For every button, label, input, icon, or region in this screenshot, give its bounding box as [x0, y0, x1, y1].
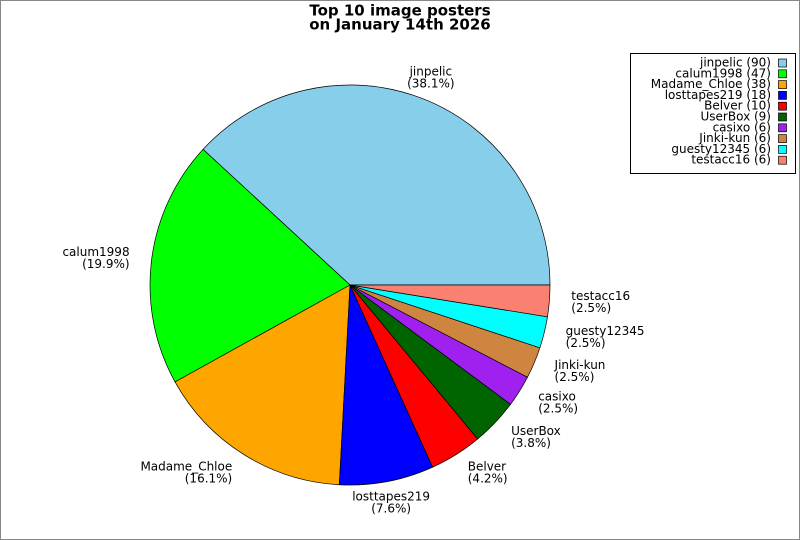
- pie-slice: [202, 84, 551, 286]
- slice-percent: (38.1%): [407, 77, 454, 91]
- slice-label: testacc16: [571, 289, 630, 303]
- legend-swatch: [778, 155, 787, 165]
- slice-percent: (2.5%): [555, 370, 595, 384]
- slice-percent: (7.6%): [371, 502, 411, 516]
- legend-label: guesty12345 (6): [671, 142, 771, 156]
- pie-slice: [349, 284, 551, 318]
- slice-label: Madame_Chloe: [140, 460, 232, 474]
- legend-label: Belver (10): [704, 99, 771, 113]
- legend-swatch: [778, 145, 787, 154]
- slice-label: Belver: [468, 460, 506, 474]
- slice-percent: (2.5%): [571, 301, 611, 315]
- slice-label: calum1998: [62, 245, 129, 259]
- slice-percent: (2.5%): [566, 336, 606, 350]
- slice-label: losttapes219: [352, 490, 430, 504]
- legend-swatch: [778, 80, 787, 89]
- pie-slice: [338, 284, 434, 486]
- legend-label: testacc16 (6): [691, 153, 771, 167]
- legend-swatch: [778, 112, 787, 122]
- legend-swatch: [778, 123, 787, 133]
- legend-swatch: [778, 69, 787, 79]
- legend-label: Madame_Chloe (38): [651, 77, 771, 91]
- slice-percent: (3.8%): [511, 436, 551, 450]
- slice-label: Jinki-kun: [554, 358, 606, 372]
- legend-swatch: [778, 101, 787, 111]
- legend-swatch: [778, 58, 787, 68]
- legend-label: UserBox (9): [701, 110, 771, 124]
- legend-label: Jinki-kun (6): [698, 131, 771, 145]
- pie-slice: [174, 284, 351, 486]
- slice-percent: (2.5%): [538, 401, 578, 415]
- slice-percent: (16.1%): [185, 472, 232, 486]
- slice-label: jinpelic: [409, 65, 453, 79]
- legend-label: calum1998 (47): [675, 66, 771, 80]
- pie-slice: [149, 148, 351, 383]
- slice-label: UserBox: [511, 424, 561, 438]
- chart-title: Top 10 image posters: [309, 2, 490, 20]
- legend-box: [630, 53, 796, 174]
- legend-swatch: [778, 91, 787, 100]
- slice-label: guesty12345: [566, 324, 645, 338]
- legend-label: jinpelic (90): [699, 56, 771, 70]
- slice-percent: (4.2%): [468, 472, 508, 486]
- legend-label: casixo (6): [713, 120, 771, 134]
- legend-swatch: [778, 134, 787, 143]
- slice-percent: (19.9%): [82, 257, 129, 271]
- legend-label: losttapes219 (18): [665, 88, 771, 102]
- chart-subtitle: on January 14th 2026: [309, 16, 490, 34]
- slice-label: casixo: [538, 389, 576, 403]
